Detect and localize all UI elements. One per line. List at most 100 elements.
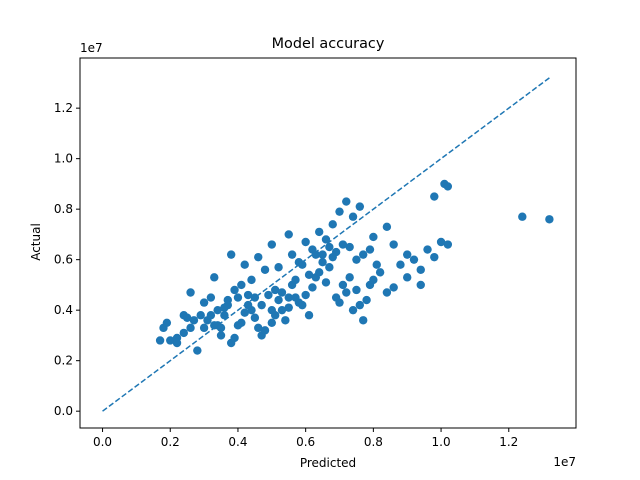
- data-point: [250, 293, 260, 302]
- data-point: [338, 280, 348, 290]
- data-point: [230, 285, 239, 295]
- data-point: [423, 245, 432, 254]
- data-point: [430, 192, 439, 201]
- data-point: [301, 290, 310, 300]
- data-point: [318, 257, 327, 267]
- data-point: [291, 275, 300, 285]
- data-point: [182, 313, 192, 322]
- data-point: [230, 333, 239, 343]
- data-point: [274, 295, 283, 305]
- data-point: [545, 215, 554, 224]
- data-point: [416, 280, 425, 290]
- data-point: [199, 298, 209, 307]
- y-axis-label: Actual: [29, 223, 43, 261]
- data-point: [240, 308, 249, 317]
- x-tick-label: 0.4: [228, 435, 247, 449]
- data-point: [382, 222, 392, 232]
- data-point: [162, 318, 172, 327]
- data-point: [199, 323, 209, 333]
- data-point: [345, 273, 354, 282]
- data-point: [375, 268, 385, 277]
- x-tick-label: 1.2: [499, 435, 518, 449]
- data-point: [206, 293, 216, 302]
- data-point: [274, 263, 283, 272]
- data-point: [247, 275, 256, 285]
- data-point: [304, 270, 314, 280]
- data-point: [318, 250, 327, 259]
- data-point: [220, 311, 229, 320]
- data-point: [264, 290, 273, 300]
- y-tick-label: 0.8: [54, 202, 73, 216]
- data-point: [270, 285, 280, 295]
- data-point: [216, 331, 226, 340]
- data-point: [355, 300, 365, 310]
- data-point: [213, 305, 222, 315]
- data-point: [243, 300, 253, 310]
- x-tick-label: 0.2: [161, 435, 180, 449]
- data-point: [331, 247, 341, 257]
- data-point: [287, 250, 297, 259]
- data-point: [298, 260, 307, 269]
- y-tick-label: 0.0: [54, 404, 73, 418]
- reference-line-layer: [102, 77, 550, 412]
- data-point: [196, 311, 205, 320]
- data-point: [270, 311, 280, 320]
- data-point: [338, 240, 348, 249]
- axis-ticks: 0.0 0.2 0.4 0.6 0.8 1.0 1.2 0.0 0.2 0.4 0.6 0.8 1.0 1…: [54, 101, 518, 449]
- data-point: [237, 318, 246, 327]
- data-point: [403, 273, 412, 282]
- data-point: [359, 250, 368, 259]
- data-point: [409, 255, 419, 264]
- data-point: [186, 323, 195, 333]
- data-point: [396, 260, 405, 269]
- data-point: [284, 303, 293, 312]
- data-point: [254, 323, 263, 333]
- data-point: [518, 212, 527, 221]
- data-point: [223, 300, 232, 310]
- data-point: [443, 240, 453, 249]
- data-point: [260, 265, 270, 274]
- data-point: [342, 197, 351, 206]
- data-point: [298, 300, 307, 310]
- x-tick-label: 1.0: [432, 435, 451, 449]
- data-point: [210, 273, 219, 282]
- data-point: [277, 288, 287, 297]
- data-point: [233, 293, 243, 302]
- x-tick-label: 0.0: [93, 435, 112, 449]
- y-tick-label: 0.4: [54, 303, 73, 317]
- data-point: [403, 250, 412, 259]
- data-point: [304, 311, 314, 320]
- data-point: [206, 311, 216, 320]
- y-tick-label: 1.2: [54, 101, 73, 115]
- data-point: [362, 295, 371, 305]
- data-point: [348, 212, 358, 221]
- data-point: [311, 250, 321, 259]
- data-point: [284, 230, 293, 239]
- data-point: [325, 242, 334, 252]
- data-point: [430, 252, 439, 262]
- data-point: [389, 283, 398, 292]
- data-point: [382, 288, 392, 297]
- y-tick-label: 0.6: [54, 253, 73, 267]
- data-point: [193, 346, 202, 355]
- data-point: [179, 328, 188, 338]
- plot-frame: [79, 57, 577, 429]
- data-point: [243, 290, 253, 300]
- data-point: [314, 227, 324, 237]
- data-point: [166, 336, 175, 345]
- data-point: [267, 318, 277, 327]
- data-point: [365, 245, 375, 254]
- data-point: [359, 316, 368, 325]
- x-offset-label: 1e7: [553, 455, 576, 469]
- data-point: [254, 252, 263, 262]
- x-axis-label: Predicted: [300, 456, 356, 470]
- data-point: [325, 263, 334, 272]
- data-point: [348, 305, 358, 315]
- data-point: [352, 285, 361, 295]
- data-point: [314, 268, 324, 277]
- x-tick-label: 0.6: [296, 435, 315, 449]
- data-point: [257, 300, 266, 310]
- chart-title: Model accuracy: [272, 36, 385, 52]
- data-point: [240, 260, 249, 269]
